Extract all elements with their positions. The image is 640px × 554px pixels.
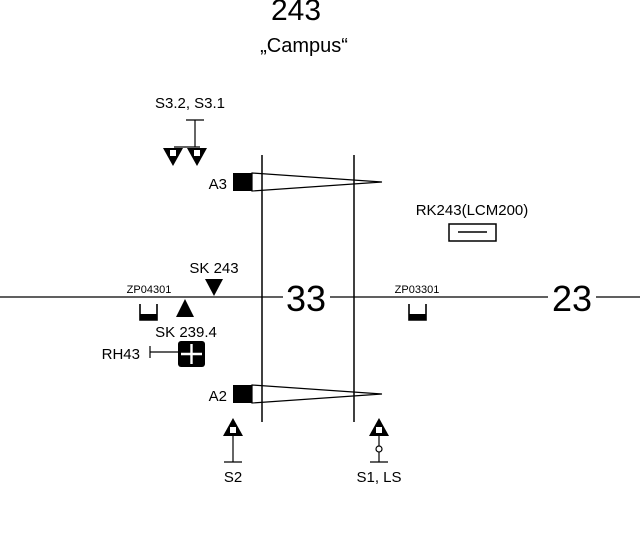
zp04301-contact[interactable]: ZP04301 <box>127 284 172 321</box>
rk243-controller[interactable]: RK243(LCM200) <box>416 202 529 242</box>
signal-triangle-icon <box>187 148 207 166</box>
down-triangle-icon <box>205 279 223 296</box>
controller-box-icon <box>448 223 497 242</box>
signal-triangle-icon <box>163 148 183 166</box>
sk239-marker[interactable]: SK 239.4 <box>155 299 217 341</box>
signal-s1[interactable]: S1, LS <box>356 418 402 486</box>
switch-a3-label: A3 <box>209 176 227 193</box>
zp04301-label: ZP04301 <box>127 284 172 296</box>
up-triangle-icon <box>176 299 194 317</box>
switch-a3[interactable]: A3 <box>209 172 383 193</box>
switch-a3-motor-icon <box>233 173 252 191</box>
station-number: 243 <box>271 0 321 27</box>
signal-s2[interactable]: S2 <box>223 418 243 486</box>
track-number-23: 23 <box>552 278 592 319</box>
switch-a2-motor-icon <box>233 385 252 403</box>
sk239-label: SK 239.4 <box>155 324 217 341</box>
track-number-33: 33 <box>286 278 326 319</box>
switch-a3-blade-icon <box>251 172 383 192</box>
rh43-label: RH43 <box>102 346 140 363</box>
signal-s1-label: S1, LS <box>356 469 401 486</box>
rh43-heater[interactable]: RH43 <box>102 341 205 367</box>
switch-a2-label: A2 <box>209 388 227 405</box>
signal-s3[interactable]: S3.2, S3.1 <box>155 95 225 166</box>
signal-s3-label: S3.2, S3.1 <box>155 95 225 112</box>
rk243-label: RK243(LCM200) <box>416 202 529 219</box>
sk243-label: SK 243 <box>189 260 238 277</box>
zp03301-contact[interactable]: ZP03301 <box>395 284 440 321</box>
switch-a2[interactable]: A2 <box>209 384 383 405</box>
signal-lamp-icon <box>375 445 383 453</box>
vertical-tracks <box>261 155 355 422</box>
sk243-marker[interactable]: SK 243 <box>189 260 239 296</box>
signal-s2-label: S2 <box>224 469 242 486</box>
switch-a2-blade-icon <box>251 384 383 404</box>
zp03301-label: ZP03301 <box>395 284 440 296</box>
station-name: „Campus“ <box>260 35 348 57</box>
